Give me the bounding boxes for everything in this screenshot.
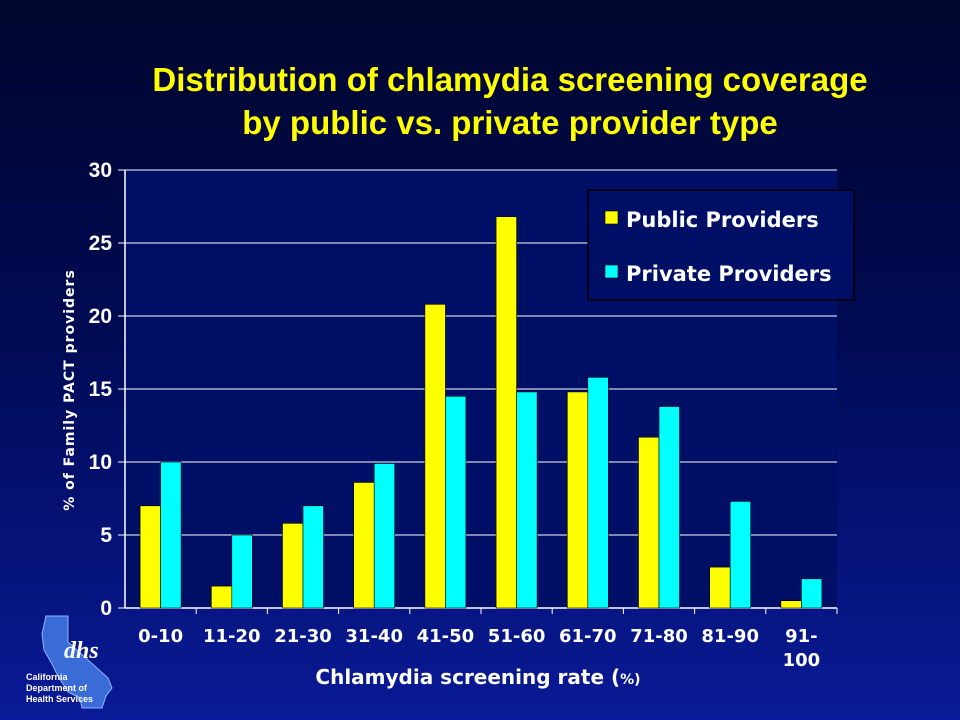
x-axis-label: Chlamydia screening rate (%) (315, 665, 640, 689)
bar-public (424, 304, 446, 609)
chart-title: Distribution of chlamydia screening cove… (40, 58, 960, 144)
department-name-line-2: Department of (26, 683, 88, 693)
legend-box (587, 189, 855, 301)
bar-private (801, 578, 823, 609)
bar-private (658, 406, 680, 609)
legend-swatch-private (604, 264, 619, 279)
x-tick-label: 100 (783, 650, 821, 671)
y-tick-label: 20 (89, 305, 112, 328)
bar-private (231, 534, 253, 609)
y-tick-label: 25 (89, 232, 113, 255)
bar-public (353, 482, 375, 609)
x-tick-label: 81-90 (701, 626, 759, 647)
x-tick-label: 31-40 (345, 626, 403, 647)
bar-public (780, 600, 802, 609)
bar-private (729, 501, 752, 609)
dhs-logo-mark: dhs (64, 638, 99, 664)
x-tick-label: 41-50 (417, 626, 475, 647)
bar-private (587, 377, 609, 609)
y-tick-label: 15 (89, 378, 113, 401)
bar-public (638, 436, 660, 609)
y-tick-label: 30 (89, 159, 112, 182)
x-tick-label: 51-60 (488, 626, 546, 647)
x-tick-label: 91- (785, 626, 818, 647)
bar-public (566, 391, 589, 609)
x-tick-label: 21-30 (274, 626, 332, 647)
x-tick-label: 61-70 (559, 626, 617, 647)
department-name-line-3: Health Services (26, 694, 94, 704)
x-tick-label: 71-80 (630, 626, 688, 647)
department-name-line-1: California (26, 672, 68, 682)
bar-private (445, 395, 467, 609)
x-axis-label-text: Chlamydia screening rate ( (315, 665, 620, 689)
y-tick-label: 10 (89, 451, 112, 474)
y-tick-label: 0 (100, 597, 112, 620)
legend-swatch-public (604, 210, 619, 225)
legend-label-public: Public Providers (626, 208, 819, 232)
bar-private (516, 391, 538, 609)
california-dhs-logo: dhs (41, 615, 113, 709)
bar-public (282, 523, 304, 609)
bar-private (373, 463, 396, 609)
bar-public (139, 505, 161, 609)
bar-private (302, 505, 324, 609)
bar-public (495, 216, 517, 609)
bar-public (709, 566, 731, 609)
california-map-icon (41, 615, 113, 709)
x-axis-label-unit: %) (620, 672, 640, 688)
bar-private (160, 461, 182, 609)
y-tick-label: 5 (100, 524, 112, 547)
department-name: California Department of Health Services (26, 672, 116, 705)
x-tick-label: 0-10 (138, 626, 183, 647)
bar-public (211, 585, 233, 609)
x-tick-label: 11-20 (203, 626, 261, 647)
chart-title-line-1: Distribution of chlamydia screening cove… (152, 61, 868, 98)
y-axis-label: % of Family PACT providers (62, 269, 78, 511)
chart-title-line-2: by public vs. private provider type (242, 104, 778, 141)
legend-label-private: Private Providers (626, 262, 832, 286)
